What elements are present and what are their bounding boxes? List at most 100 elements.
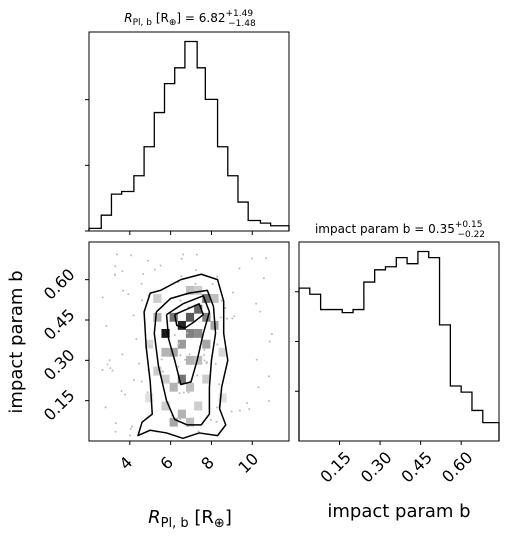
scatter-point <box>105 324 108 327</box>
density-cell <box>202 312 211 322</box>
scatter-point <box>259 310 262 313</box>
scatter-point <box>159 264 162 267</box>
scatter-point <box>262 277 265 280</box>
scatter-point <box>255 302 258 305</box>
scatter-point <box>233 315 236 318</box>
density-cell <box>153 366 162 376</box>
scatter-point <box>129 434 132 437</box>
joint-ytick-label: 0.30 <box>40 345 79 384</box>
b-histogram-yticks <box>295 291 299 392</box>
density-cell <box>185 355 195 365</box>
scatter-points <box>101 253 273 437</box>
b-histogram-xlabel: impact param b <box>327 501 470 522</box>
scatter-point <box>211 282 214 285</box>
density-cell <box>169 312 178 322</box>
density-contour <box>165 295 211 386</box>
scatter-point <box>138 362 141 365</box>
scatter-point <box>194 282 197 285</box>
density-contour <box>137 273 229 440</box>
density-cell <box>202 374 211 384</box>
density-cell <box>177 339 186 349</box>
scatter-point <box>178 342 181 345</box>
joint-density-frame <box>88 241 290 442</box>
density-cell <box>185 382 195 392</box>
density-cell <box>145 339 154 349</box>
density-cell <box>194 304 203 314</box>
scatter-point <box>161 370 164 373</box>
b-histogram-panel: 0.15 0.30 0.45 0.60 impact param b = 0.35+0… <box>295 220 500 522</box>
scatter-point <box>255 358 258 361</box>
rpl-histogram-yticks <box>85 99 89 232</box>
scatter-point <box>250 257 253 260</box>
scatter-point <box>131 425 134 428</box>
scatter-point <box>203 348 206 351</box>
scatter-point <box>238 267 241 270</box>
joint-xtick-label: 6 <box>156 453 177 474</box>
scatter-point <box>114 430 117 433</box>
density-cell <box>185 285 195 295</box>
density-cell <box>169 347 178 357</box>
scatter-point <box>182 253 185 256</box>
scatter-point <box>220 299 223 302</box>
scatter-point <box>196 374 199 377</box>
density-cell <box>218 393 227 403</box>
scatter-point <box>109 367 112 370</box>
scatter-point <box>140 380 143 383</box>
scatter-point <box>203 359 206 362</box>
scatter-point <box>179 299 182 302</box>
density-cell <box>153 294 162 303</box>
joint-xlabel: RPl, b [R⊕] <box>148 507 232 531</box>
density-cell <box>145 393 154 403</box>
density-cell <box>169 417 178 427</box>
scatter-point <box>205 362 208 365</box>
density-cell <box>210 294 219 303</box>
scatter-point <box>215 420 218 423</box>
scatter-point <box>215 406 218 409</box>
density-cell <box>202 339 211 349</box>
scatter-point <box>231 291 234 294</box>
density-cell <box>161 401 170 411</box>
density-cell <box>185 328 195 338</box>
scatter-point <box>187 391 190 394</box>
density-cell <box>161 374 170 384</box>
density-cell <box>194 285 203 295</box>
rpl-histogram-frame <box>88 31 290 232</box>
scatter-point <box>177 365 180 368</box>
scatter-point <box>146 391 149 394</box>
scatter-point <box>245 402 248 405</box>
scatter-point <box>115 253 118 256</box>
scatter-point <box>209 418 212 421</box>
density-contour <box>173 303 205 329</box>
scatter-point <box>216 275 219 278</box>
b-histogram-xtick-label: 0.30 <box>357 448 396 487</box>
scatter-point <box>195 268 198 271</box>
scatter-point <box>132 379 135 382</box>
density-cell <box>177 374 186 384</box>
density-cell <box>169 382 178 392</box>
density-cell <box>194 355 203 365</box>
scatter-point <box>129 427 132 430</box>
density-cell <box>185 417 195 427</box>
scatter-point <box>122 289 125 292</box>
scatter-point <box>130 254 133 257</box>
scatter-point <box>101 368 104 371</box>
scatter-point <box>177 343 180 346</box>
scatter-point <box>267 400 270 403</box>
scatter-point <box>265 257 268 260</box>
scatter-point <box>108 359 111 362</box>
rpl-histogram-steps <box>88 40 290 231</box>
density-contour <box>153 289 217 426</box>
joint-xticks: 4 6 8 10 <box>116 441 262 477</box>
b-histogram-xticks: 0.15 0.30 0.45 0.60 <box>316 441 477 487</box>
scatter-point <box>132 314 135 317</box>
density-cell <box>194 328 203 338</box>
scatter-point <box>147 259 150 262</box>
scatter-point <box>111 369 114 372</box>
density-cell <box>202 294 211 303</box>
scatter-point <box>157 369 160 372</box>
scatter-point <box>140 282 143 285</box>
scatter-point <box>257 386 260 389</box>
scatter-point <box>238 409 241 412</box>
density-cell <box>218 347 227 357</box>
